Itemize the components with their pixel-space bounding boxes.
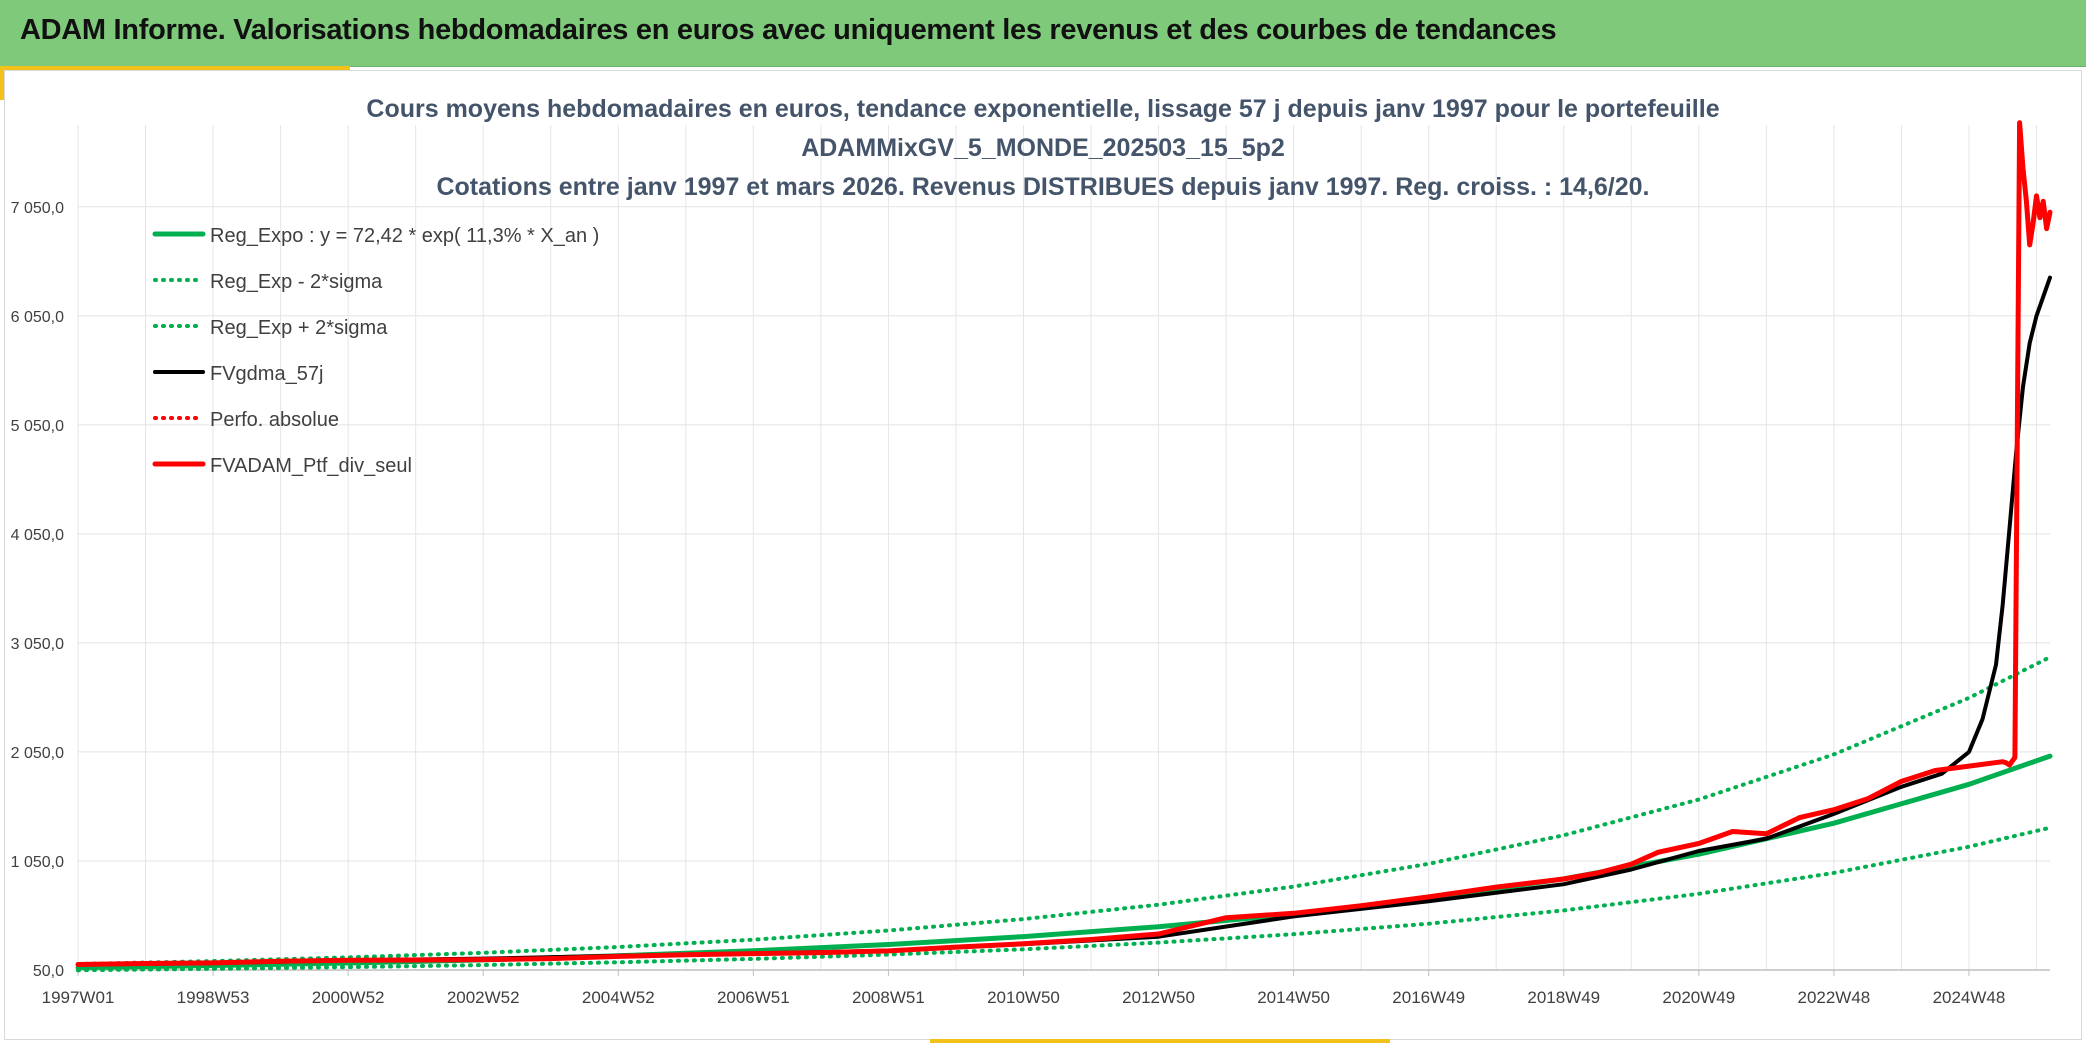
legend-label: FVADAM_Ptf_div_seul (210, 455, 412, 477)
x-tick-label: 2014W50 (1257, 988, 1330, 1007)
page-title: ADAM Informe. Valorisations hebdomadaire… (20, 14, 1557, 46)
y-axis: 50,0 1 050,0 2 050,0 3 050,0 4 050,0 5 050,0 6… (11, 200, 64, 980)
series-line-reg-expo (75, 753, 2053, 971)
chart-title: Cours moyens hebdomadaires en euros, ten… (366, 95, 1719, 201)
series-line-reg-exp (76, 825, 2052, 973)
chart-grid (77, 125, 2050, 971)
y-tick-label: 1 050,0 (11, 854, 64, 871)
x-tick-label: 2020W49 (1662, 988, 1735, 1007)
y-tick-label: 5 050,0 (11, 418, 64, 435)
x-tick-label: 2000W52 (312, 988, 385, 1007)
chart-frame (4, 70, 2082, 1040)
y-tick-label: 3 050,0 (11, 636, 64, 653)
chart-title-line-1: Cours moyens hebdomadaires en euros, ten… (366, 95, 1719, 123)
x-tick-label: 2004W52 (582, 988, 655, 1007)
legend-label: Reg_Expo : y = 72,42 * exp( 11,3% * X_an… (210, 225, 599, 247)
y-tick-label: 6 050,0 (11, 309, 64, 326)
accent-bar-top (0, 66, 350, 71)
y-tick-label: 4 050,0 (11, 527, 64, 544)
y-tick-label: 2 050,0 (11, 745, 64, 762)
series-line-reg-exp (76, 655, 2052, 966)
legend-label: Perfo. absolue (210, 409, 339, 431)
x-tick-label: 2010W50 (987, 988, 1060, 1007)
chart-series (75, 120, 2053, 973)
header-bar: ADAM Informe. Valorisations hebdomadaire… (0, 0, 2086, 67)
x-tick-label: 2022W48 (1797, 988, 1870, 1007)
legend-label: FVgdma_57j (210, 363, 323, 385)
x-axis: 1997W01 1998W53 2000W52 2002W52 2004W52 2006W… (42, 970, 2006, 1007)
x-tick-label: 2002W52 (447, 988, 520, 1007)
x-tick-label: 2012W50 (1122, 988, 1195, 1007)
legend-label: Reg_Exp + 2*sigma (210, 317, 388, 339)
chart-legend: Reg_Expo : y = 72,42 * exp( 11,3% * X_an… (152, 225, 599, 477)
x-tick-label: 1997W01 (42, 988, 115, 1007)
accent-bar-left (0, 66, 5, 100)
chart-title-line-3: Cotations entre janv 1997 et mars 2026. … (436, 173, 1649, 201)
chart-title-line-2: ADAMMixGV_5_MONDE_202503_15_5p2 (801, 134, 1285, 162)
x-tick-label: 2016W49 (1392, 988, 1465, 1007)
x-tick-label: 2008W51 (852, 988, 925, 1007)
x-tick-label: 2006W51 (717, 988, 790, 1007)
x-tick-label: 2018W49 (1527, 988, 1600, 1007)
y-tick-label: 50,0 (33, 963, 64, 980)
y-tick-label: 7 050,0 (11, 200, 64, 217)
x-tick-label: 1998W53 (177, 988, 250, 1007)
legend-label: Reg_Exp - 2*sigma (210, 271, 383, 293)
series-line-fvadam-ptf-div-seul (75, 120, 2053, 967)
x-tick-label: 2024W48 (1933, 988, 2006, 1007)
accent-bar-bottom (930, 1039, 1390, 1043)
